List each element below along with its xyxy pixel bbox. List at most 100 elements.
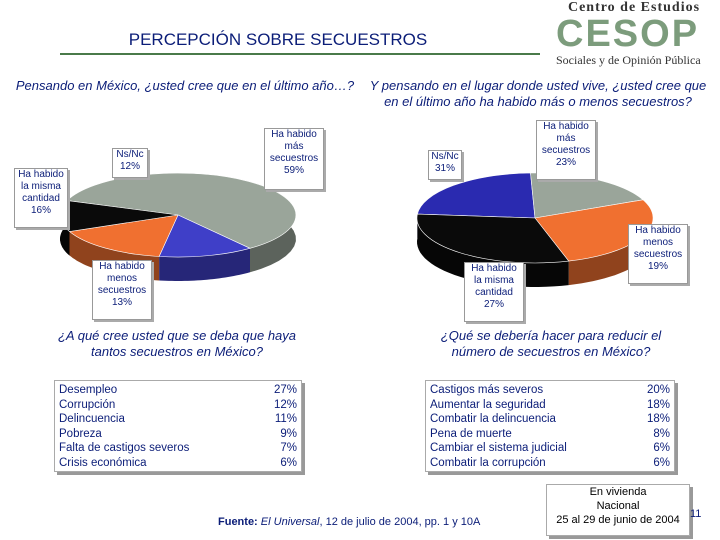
chart2-label-menos: Ha habido menos secuestros 19% [628,224,688,284]
row-label: Pena de muerte [430,427,512,440]
label-text: Ns/Nc [116,149,144,160]
label-value: 13% [111,297,132,308]
row-label: Pobreza [59,427,102,440]
row-label: Corrupción [59,398,116,411]
table-row: Cambiar el sistema judicial 6% [430,441,670,456]
pie-slice [417,172,536,219]
label-text: Ns/Nc [431,151,459,162]
table-row: Pena de muerte 8% [430,427,670,442]
label-text: Ha habido [99,261,145,272]
label-text: Ha habido [471,263,517,274]
label-text: menos [642,237,673,248]
label-value: 12% [119,161,140,172]
pie-slice [416,213,570,264]
survey-stamp: En vivienda Nacional 25 al 29 de junio d… [546,484,690,536]
row-label: Desempleo [59,384,118,396]
label-text: secuestros [633,249,683,260]
title-underline [60,27,540,55]
label-text: la misma [20,181,61,192]
chart2-label-mas: Ha habido más secuestros 23% [536,120,596,180]
row-label: Cambiar el sistema judicial [430,442,567,454]
chart2-label-misma: Ha habido la misma cantidad 27% [464,262,524,322]
source-citation: Fuente: El Universal, 12 de julio de 200… [218,516,518,528]
label-text: Ha habido [271,129,317,140]
row-value: 9% [280,427,297,440]
table-row: Crisis económica 6% [59,456,297,471]
stamp-line: 25 al 29 de junio de 2004 [556,514,680,526]
row-value: 20% [646,384,670,396]
row-value: 6% [653,442,670,454]
row-label: Castigos más severos [430,384,544,396]
table-row: Corrupción 12% [59,398,297,413]
row-value: 6% [653,456,670,469]
label-value: 27% [483,299,504,310]
label-value: 23% [555,157,576,168]
page-number: 11 [690,508,702,520]
table-row: Castigos más severos 20% [430,383,670,398]
label-text: la misma [473,275,514,286]
row-label: Aumentar la seguridad [430,398,546,411]
chart1-label-menos: Ha habido menos secuestros 13% [92,260,152,320]
table-row: Desempleo 27% [59,383,297,398]
label-value: 59% [283,165,304,176]
table-row: Combatir la corrupción 6% [430,456,670,471]
chart1-label-mas: Ha habido más secuestros 59% [264,128,324,190]
label-text: cantidad [22,193,60,204]
label-value: 19% [647,261,668,272]
label-text: secuestros [97,285,147,296]
label-value: 31% [434,163,455,174]
row-value: 18% [646,398,670,411]
row-value: 27% [273,384,297,396]
row-label: Crisis económica [59,456,147,469]
row-value: 11% [274,413,297,425]
logo-line-2: CESOP [556,13,700,55]
stamp-line: Nacional [596,500,640,512]
row-value: 8% [653,427,670,440]
page-title: PERCEPCIÓN SOBRE SECUESTROS [128,30,428,49]
label-text: Ha habido [543,121,589,132]
chart2-question: Y pensando en el lugar donde usted vive,… [369,78,707,109]
table-right-question: ¿Qué se debería hacer para reducir el nú… [440,328,662,359]
table-row: Falta de castigos severos 7% [59,441,297,456]
pie-slice [68,214,179,257]
chart1-label-misma: Ha habido la misma cantidad 16% [14,168,68,228]
label-text: Ha habido [18,169,64,180]
row-label: Delincuencia [59,413,125,425]
stamp-line: En vivienda [589,486,647,498]
chart1-question: Pensando en México, ¿usted cree que en e… [15,78,355,93]
cesop-logo: Centro de Estudios CESOP Sociales y de O… [548,0,720,70]
label-text: Ha habido [635,225,681,236]
pie-slice [158,214,251,258]
pie-slice-side [417,214,569,287]
pie-slice [66,172,297,249]
source-details: , 12 de julio de 2004, pp. 1 y 10A [319,516,481,528]
pie-slice-side [159,248,250,281]
pie-chart-1 [59,172,297,281]
row-label: Falta de castigos severos [59,442,190,454]
pie-chart-2 [416,172,654,287]
row-value: 12% [273,398,297,411]
label-text: secuestros [269,153,319,164]
label-text: secuestros [541,145,591,156]
label-text: más [556,133,576,144]
source-publication: El Universal [260,516,320,528]
label-text: cantidad [475,287,513,298]
logo-line-3: Sociales y de Opinión Pública [556,53,701,67]
table-row: Pobreza 9% [59,427,297,442]
source-label: Fuente: [218,516,258,528]
row-label: Combatir la corrupción [430,456,546,469]
row-label: Combatir la delincuencia [430,413,556,425]
chart1-label-nsnc: Ns/Nc 12% [112,148,148,178]
label-text: más [284,141,304,152]
label-text: menos [106,273,137,284]
table-row: Combatir la delincuencia 18% [430,412,670,427]
label-value: 16% [30,205,51,216]
row-value: 18% [646,413,670,425]
pie-charts [59,172,654,287]
logo-line-1: Centro de Estudios [567,0,701,15]
table-right: Castigos más severos 20% Aumentar la segur… [425,380,675,472]
table-row: Delincuencia 11% [59,412,297,427]
table-left-question: ¿A qué cree usted que se deba que haya t… [57,328,297,359]
chart2-label-nsnc: Ns/Nc 31% [428,150,462,180]
row-value: 7% [280,442,297,454]
